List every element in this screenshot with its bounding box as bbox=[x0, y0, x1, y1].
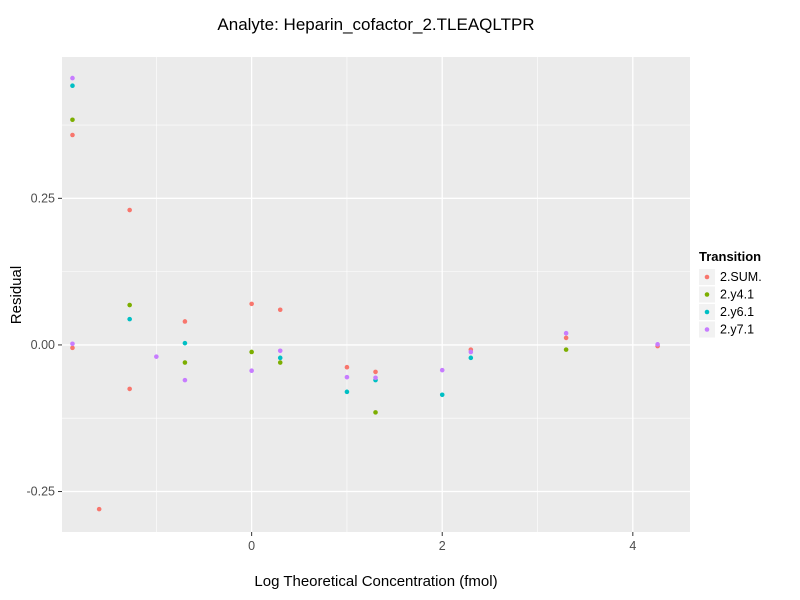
data-point bbox=[182, 340, 188, 346]
data-point bbox=[373, 410, 378, 415]
data-point bbox=[344, 364, 350, 370]
x-axis-title: Log Theoretical Concentration (fmol) bbox=[254, 573, 497, 590]
axis-layer: 0 2 4 -0.25 0.00 0.25 bbox=[27, 191, 637, 553]
data-point bbox=[70, 345, 75, 351]
data-point bbox=[70, 117, 75, 123]
legend-key-point bbox=[704, 309, 710, 315]
data-point bbox=[277, 355, 283, 361]
data-point bbox=[468, 355, 474, 361]
legend-entry-label: 2.y4.1 bbox=[720, 288, 754, 302]
legend-title: Transition bbox=[699, 249, 761, 264]
data-point bbox=[563, 347, 569, 352]
data-point bbox=[182, 319, 188, 324]
legend-key-point bbox=[704, 327, 710, 332]
legend-key-point bbox=[704, 274, 710, 280]
legend-key-point bbox=[704, 292, 710, 297]
data-point bbox=[277, 360, 283, 365]
legend-entry-label: 2.y6.1 bbox=[720, 305, 754, 319]
data-point bbox=[127, 302, 132, 308]
data-point bbox=[70, 75, 75, 81]
plot-panel bbox=[62, 57, 690, 532]
data-point bbox=[127, 316, 132, 322]
data-point bbox=[154, 354, 159, 359]
data-point bbox=[70, 132, 75, 138]
data-points-layer bbox=[70, 75, 660, 512]
data-point bbox=[439, 367, 445, 373]
data-point bbox=[468, 349, 474, 355]
data-point bbox=[373, 375, 378, 381]
data-point bbox=[373, 369, 378, 375]
plot-panel-layer bbox=[62, 57, 690, 532]
data-point bbox=[182, 360, 188, 365]
y-tick-label: -0.25 bbox=[27, 485, 56, 499]
data-point bbox=[249, 368, 254, 374]
data-point bbox=[277, 307, 283, 313]
data-point bbox=[439, 392, 445, 398]
y-axis-title: Residual bbox=[8, 266, 25, 324]
data-point bbox=[344, 389, 350, 395]
data-point bbox=[277, 348, 283, 354]
legend-entry-label: 2.y7.1 bbox=[720, 323, 754, 337]
data-point bbox=[127, 207, 132, 213]
x-tick-label: 4 bbox=[629, 539, 636, 553]
data-point bbox=[70, 341, 75, 347]
data-point bbox=[344, 374, 350, 380]
legend-entry-label: 2.SUM. bbox=[720, 270, 762, 284]
data-point bbox=[182, 377, 188, 383]
data-point bbox=[249, 301, 254, 307]
data-point bbox=[249, 349, 254, 355]
chart-title: Analyte: Heparin_cofactor_2.TLEAQLTPR bbox=[217, 15, 534, 34]
data-point bbox=[563, 330, 569, 336]
legend: 2.SUM. 2.y4.1 2.y6.1 2.y7.1 bbox=[699, 269, 762, 338]
x-tick-label: 2 bbox=[439, 539, 446, 553]
data-point bbox=[96, 506, 102, 512]
data-point bbox=[70, 83, 75, 89]
data-point bbox=[563, 335, 569, 341]
y-tick-label: 0.25 bbox=[31, 191, 55, 205]
data-point bbox=[127, 386, 132, 392]
x-tick-label: 0 bbox=[248, 539, 255, 553]
y-tick-label: 0.00 bbox=[31, 338, 55, 352]
data-point bbox=[655, 342, 660, 347]
